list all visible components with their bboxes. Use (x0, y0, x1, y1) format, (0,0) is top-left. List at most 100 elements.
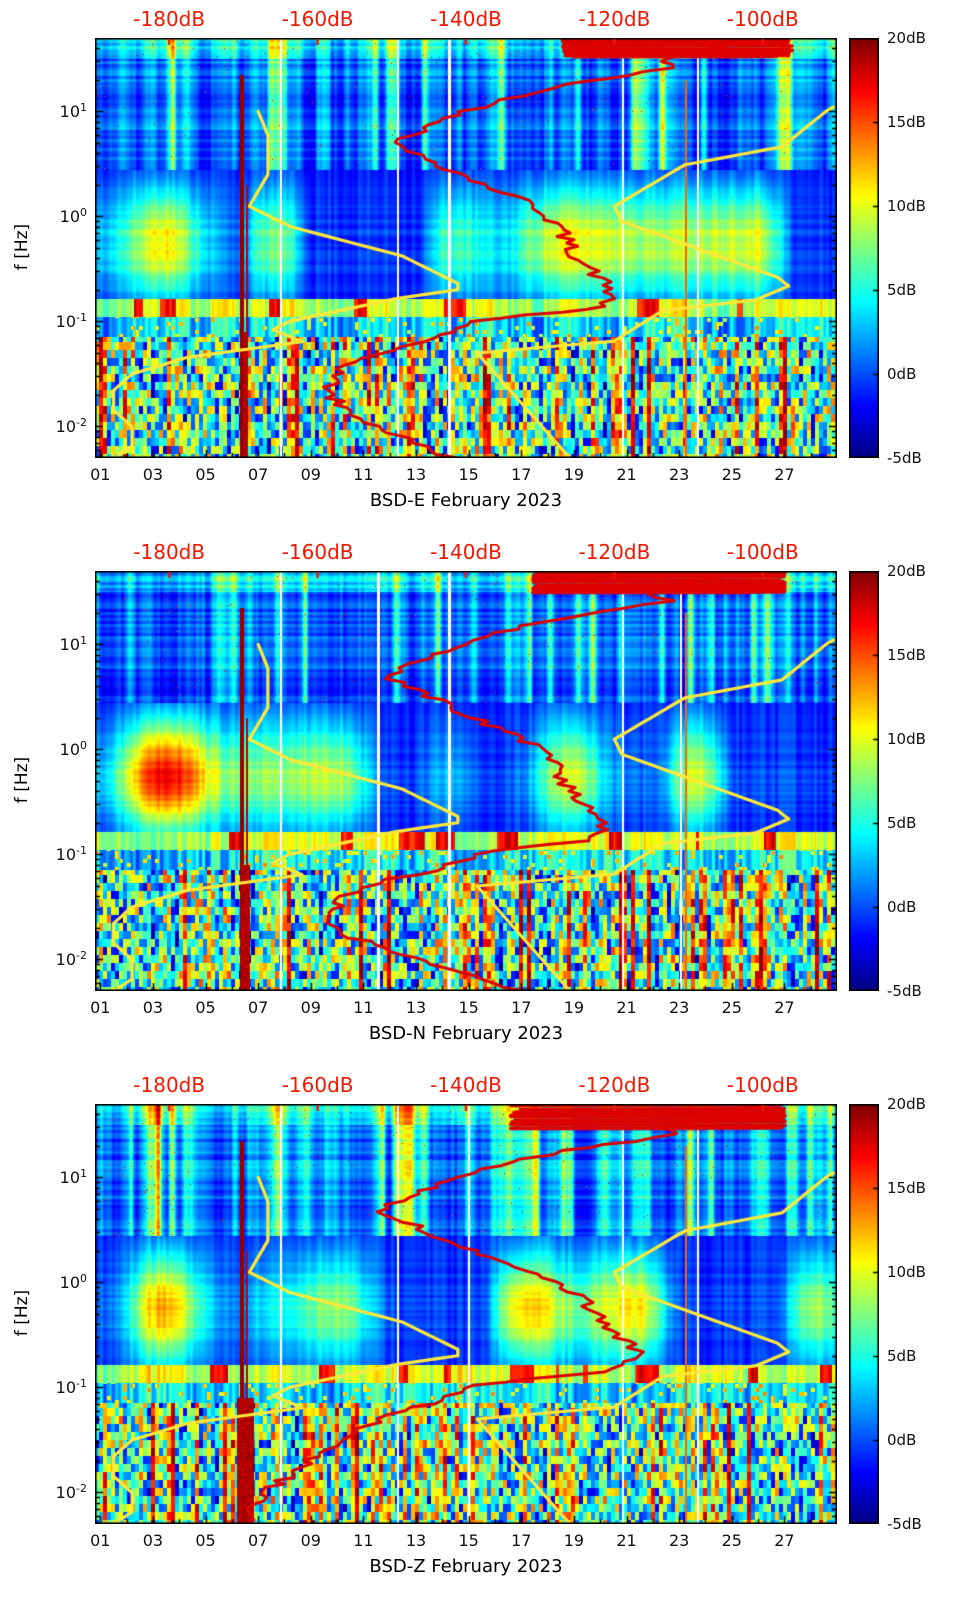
x-tick-label: 09 (300, 465, 321, 484)
y-tick-label: 10-1 (31, 311, 87, 331)
x-tick-label: 03 (142, 1531, 164, 1550)
y-tick-label: 10-2 (31, 1482, 87, 1502)
x-tick-label: 07 (247, 998, 269, 1017)
top-axis-label: -120dB (578, 540, 651, 564)
x-tick-label: 07 (247, 1531, 269, 1550)
y-tick-exponent: 1 (80, 101, 87, 115)
x-tick-label: 17 (511, 998, 532, 1017)
x-tick-label: 05 (195, 1531, 216, 1550)
colorbar-tick-label: 10dB (887, 197, 926, 215)
x-tick-label: 19 (563, 998, 585, 1017)
x-tick-label: 23 (668, 998, 690, 1017)
colorbar-tick-label: -5dB (887, 1515, 922, 1533)
x-tick-label: 21 (616, 1531, 637, 1550)
y-tick-exponent: -1 (76, 311, 87, 325)
x-tick-label: 25 (721, 465, 742, 484)
y-tick-label: 101 (31, 101, 87, 121)
y-tick-mantissa: 10 (55, 950, 77, 970)
panel-xlabel: BSD-Z February 2023 (369, 1556, 563, 1577)
y-tick-exponent: -2 (76, 416, 87, 430)
y-axis-title: f [Hz] (12, 756, 32, 804)
x-tick-label: 25 (721, 1531, 742, 1550)
x-tick-label: 15 (458, 465, 479, 484)
y-tick-exponent: 0 (80, 1272, 87, 1286)
colorbar-tick-label: 15dB (887, 1179, 926, 1197)
y-tick-exponent: 0 (80, 206, 87, 220)
top-axis-label: -100dB (726, 1073, 799, 1097)
x-tick-label: 19 (563, 1531, 585, 1550)
y-tick-mantissa: 10 (55, 417, 77, 437)
x-tick-label: 01 (90, 465, 111, 484)
y-tick-exponent: -1 (76, 844, 87, 858)
spectrogram-canvas (95, 1104, 837, 1524)
x-tick-label: 13 (405, 465, 427, 484)
y-tick-mantissa: 10 (55, 1378, 77, 1398)
y-tick-mantissa: 10 (55, 1483, 77, 1503)
x-tick-label: 05 (195, 465, 216, 484)
x-tick-label: 05 (195, 998, 216, 1017)
x-tick-label: 03 (142, 465, 164, 484)
panel-bsd-e: -180dB -160dB -140dB -120dB -100dB 20dB 15dB 10… (0, 0, 962, 533)
x-tick-label: 09 (300, 998, 321, 1017)
panel-bsd-n: -180dB -160dB -140dB -120dB -100dB 20dB 15dB 10… (0, 533, 962, 1066)
y-tick-exponent: 1 (80, 1167, 87, 1181)
x-tick-label: 11 (353, 465, 374, 484)
y-tick-exponent: -2 (76, 949, 87, 963)
colorbar-tick-label: 10dB (887, 730, 926, 748)
colorbar-tick-label: 20dB (887, 1095, 926, 1113)
top-axis-label: -140dB (430, 540, 502, 564)
top-axis-label: -100dB (726, 540, 799, 564)
top-axis-label: -140dB (430, 7, 502, 31)
x-tick-label: 13 (405, 998, 427, 1017)
top-axis-label: -100dB (726, 7, 799, 31)
colorbar-tick-label: 5dB (887, 281, 917, 299)
x-tick-label: 09 (300, 1531, 321, 1550)
x-tick-label: 27 (774, 998, 795, 1017)
x-tick-label: 21 (616, 465, 637, 484)
x-tick-label: 21 (616, 998, 637, 1017)
x-tick-label: 01 (90, 1531, 111, 1550)
y-tick-label: 10-2 (31, 416, 87, 436)
x-tick-label: 23 (668, 1531, 690, 1550)
top-axis-label: -160dB (281, 1073, 354, 1097)
y-tick-exponent: 1 (80, 634, 87, 648)
top-axis-label: -140dB (430, 1073, 502, 1097)
y-tick-mantissa: 10 (55, 312, 77, 332)
x-tick-label: 07 (247, 465, 269, 484)
top-axis-label: -180dB (133, 7, 206, 31)
y-tick-label: 101 (31, 1167, 87, 1187)
y-tick-label: 100 (31, 206, 87, 226)
x-tick-label: 01 (90, 998, 111, 1017)
colorbar-canvas (849, 571, 879, 991)
colorbar-tick-label: -5dB (887, 449, 922, 467)
y-tick-mantissa: 10 (59, 207, 80, 227)
x-tick-label: 27 (774, 1531, 795, 1550)
panel-xlabel: BSD-E February 2023 (369, 490, 563, 511)
x-tick-label: 15 (458, 998, 479, 1017)
colorbar-tick-label: 15dB (887, 113, 926, 131)
top-axis-label: -160dB (281, 540, 354, 564)
colorbar-tick-label: 0dB (887, 898, 917, 916)
colorbar-tick-label: -5dB (887, 982, 922, 1000)
y-axis-title: f [Hz] (12, 1289, 32, 1337)
x-tick-label: 25 (721, 998, 742, 1017)
spectrogram-canvas (95, 38, 837, 458)
colorbar-canvas (849, 38, 879, 458)
x-tick-label: 17 (511, 1531, 532, 1550)
x-tick-label: 03 (142, 998, 164, 1017)
x-tick-label: 17 (511, 465, 532, 484)
top-axis-label: -180dB (133, 1073, 206, 1097)
y-tick-label: 101 (31, 634, 87, 654)
x-tick-label: 13 (405, 1531, 427, 1550)
y-axis-title: f [Hz] (12, 223, 32, 271)
y-tick-exponent: -2 (76, 1482, 87, 1496)
colorbar-tick-label: 20dB (887, 562, 926, 580)
y-tick-exponent: 0 (80, 739, 87, 753)
top-axis-label: -120dB (578, 7, 651, 31)
top-axis-label: -160dB (281, 7, 354, 31)
y-tick-label: 100 (31, 739, 87, 759)
colorbar-tick-label: 0dB (887, 1431, 917, 1449)
y-tick-label: 10-1 (31, 1377, 87, 1397)
colorbar-tick-label: 5dB (887, 1347, 917, 1365)
